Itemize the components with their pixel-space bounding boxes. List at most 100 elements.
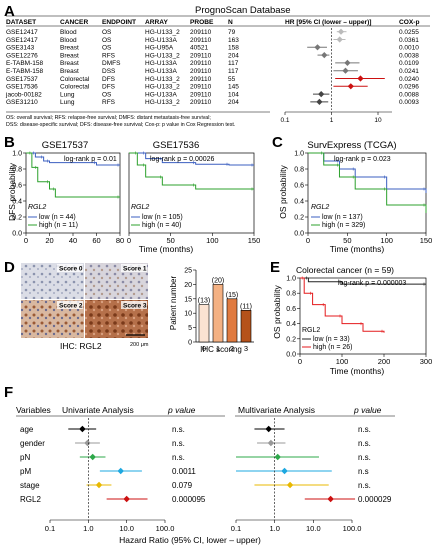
panel-a-footnote-2: DSS: disease-specific survival; DFS: dis… <box>6 122 235 128</box>
table-cell-cancer: Blood <box>60 37 77 44</box>
uni-point-stage <box>95 481 103 489</box>
table-cell-n: 79 <box>228 29 236 36</box>
panel-a-footnote-1: OS: overall survival; RFS: relapse-free … <box>6 115 211 121</box>
panel-f-rows: age n.s. n.s. gender n.s. n.s. pN n.s. n.s. pM 0.0… <box>20 425 392 504</box>
ihc-label-score-0: Score 0 <box>59 266 83 273</box>
panel-c-title: SurvExpress (TCGA) <box>307 140 396 151</box>
km-x-tick-label: 0 <box>306 236 310 245</box>
bar-x-tick-label: 1 <box>216 344 220 353</box>
panel-b-letter: B <box>4 134 15 151</box>
multi-p-value-stage: n.s. <box>358 481 371 490</box>
km-c-pvalue: log-rank p = 0.023 <box>334 156 391 163</box>
panel-d-letter: D <box>4 259 15 276</box>
multi-x-tick-label: 10.0 <box>306 524 321 533</box>
table-cell-array: HG-U133A <box>145 60 177 67</box>
forest-variable-pN: pN <box>20 453 30 462</box>
table-cell-cox: 0.0088 <box>399 91 419 98</box>
table-cell-array: HG-U133_2 <box>145 84 180 91</box>
km-c-legend-high: high (n = 329) <box>322 222 365 229</box>
forest-point <box>337 28 345 35</box>
forest-point <box>314 44 321 51</box>
panel-f-univariate-forest: 0.1 1.0 10.0 100.0 <box>45 418 174 533</box>
km-b1-gene: RGL2 <box>28 204 46 211</box>
bar-data-label: (20) <box>212 277 224 284</box>
table-cell-dataset: GSE3143 <box>6 45 35 52</box>
panel-c-xlabel: Time (months) <box>330 244 385 254</box>
km-b2-legend-low: low (n = 105) <box>142 214 183 221</box>
bar-y-tick-label: 20 <box>184 282 192 289</box>
table-cell-array: HG-U133A <box>145 37 177 44</box>
bar-y-tick-label: 25 <box>184 268 192 275</box>
uni-x-tick-label: 10.0 <box>119 524 134 533</box>
panel-f-uni-header: Univariate Analysis <box>62 405 134 415</box>
uni-x-tick-label: 1.0 <box>83 524 93 533</box>
km-b1-plot: 0 20 40 60 80 0.0 0.2 0.4 0.6 0.8 1.0 <box>12 151 124 246</box>
multi-point-age <box>265 425 272 433</box>
km-y-tick-label: 0.2 <box>12 215 22 222</box>
table-cell-cancer: Breast <box>60 60 79 67</box>
table-cell-array: HG-U133A <box>145 91 177 98</box>
table-cell-n: 204 <box>228 99 239 106</box>
table-cell-cox: 0.0296 <box>399 84 419 91</box>
km-y-tick-label: 1.0 <box>12 151 22 158</box>
bar-y-tick-label: 5 <box>188 325 192 332</box>
uni-p-value-age: n.s. <box>172 425 185 434</box>
panel-e-xlabel: Time (months) <box>330 366 385 376</box>
km-e-curve-low <box>300 277 426 285</box>
bar-y-tick-label: 15 <box>184 296 192 303</box>
table-cell-endpoint: OS <box>102 45 112 52</box>
panel-f-multi-p-header: p value <box>353 405 382 415</box>
uni-point-gender <box>84 439 91 447</box>
km-b1-title: GSE17537 <box>42 140 88 151</box>
forest-x-tick-label: 10 <box>374 117 382 124</box>
forest-point <box>316 98 323 106</box>
multi-point-gender <box>267 439 275 447</box>
table-cell-n: 55 <box>228 76 236 83</box>
table-cell-dataset: E-TABM-158 <box>6 68 43 75</box>
panel-f-multivariate-forest: 0.1 1.0 10.0 100.0 <box>231 418 361 533</box>
km-y-tick-label: 0.8 <box>286 291 296 298</box>
multi-p-value-pM: n.s <box>358 467 369 476</box>
table-cell-probe: 209110 <box>190 52 212 59</box>
table-cell-probe: 209110 <box>190 84 212 91</box>
panel-a-title: PrognoScan Database <box>195 5 291 16</box>
panel-c-ylabel: OS probability <box>278 165 288 219</box>
col-header-probe: PROBE <box>190 19 214 26</box>
ihc-caption: IHC: RGL2 <box>60 341 102 351</box>
km-x-tick-label: 50 <box>343 236 351 245</box>
table-cell-probe: 209110 <box>190 68 212 75</box>
km-y-tick-label: 0.4 <box>286 321 296 328</box>
table-cell-dataset: GSE31210 <box>6 99 38 106</box>
table-cell-cancer: Colorectal <box>60 76 90 83</box>
table-cell-cancer: Breast <box>60 68 79 75</box>
table-cell-dataset: GSE17537 <box>6 76 38 83</box>
table-cell-probe: 209110 <box>190 37 212 44</box>
km-y-tick-label: 0.8 <box>294 167 304 174</box>
table-cell-endpoint: OS <box>102 29 112 36</box>
table-cell-cancer: Breast <box>60 45 79 52</box>
table-cell-probe: 209110 <box>190 99 212 106</box>
multi-p-value-RGL2: 0.000029 <box>358 495 392 504</box>
forest-point <box>321 51 328 59</box>
forest-variable-gender: gender <box>20 439 45 448</box>
table-cell-array: HG-U133_2 <box>145 29 180 36</box>
table-cell-cancer: Lung <box>60 99 75 106</box>
ihc-label-score-1: Score 1 <box>123 266 147 273</box>
table-cell-dataset: GSE17536 <box>6 84 38 91</box>
km-y-tick-label: 0.2 <box>294 215 304 222</box>
multi-p-value-age: n.s. <box>358 425 371 434</box>
km-e-legend-low: low (n = 33) <box>313 336 350 343</box>
uni-p-value-pM: 0.0011 <box>172 467 196 476</box>
uni-x-tick-label: 0.1 <box>45 524 55 533</box>
km-x-tick-label: 300 <box>420 357 433 366</box>
bar-y-tick-label: 0 <box>188 340 192 347</box>
bar-score-0 <box>198 304 210 343</box>
bar-chart-xlabel: IHC scoring <box>200 345 242 354</box>
forest-point <box>347 83 354 90</box>
table-cell-array: HG-U133_2 <box>145 52 180 59</box>
panel-c-letter: C <box>272 134 283 151</box>
table-cell-array: HG-U133_2 <box>145 99 180 106</box>
km-frame <box>299 277 427 355</box>
km-y-tick-label: 0.4 <box>294 199 304 206</box>
